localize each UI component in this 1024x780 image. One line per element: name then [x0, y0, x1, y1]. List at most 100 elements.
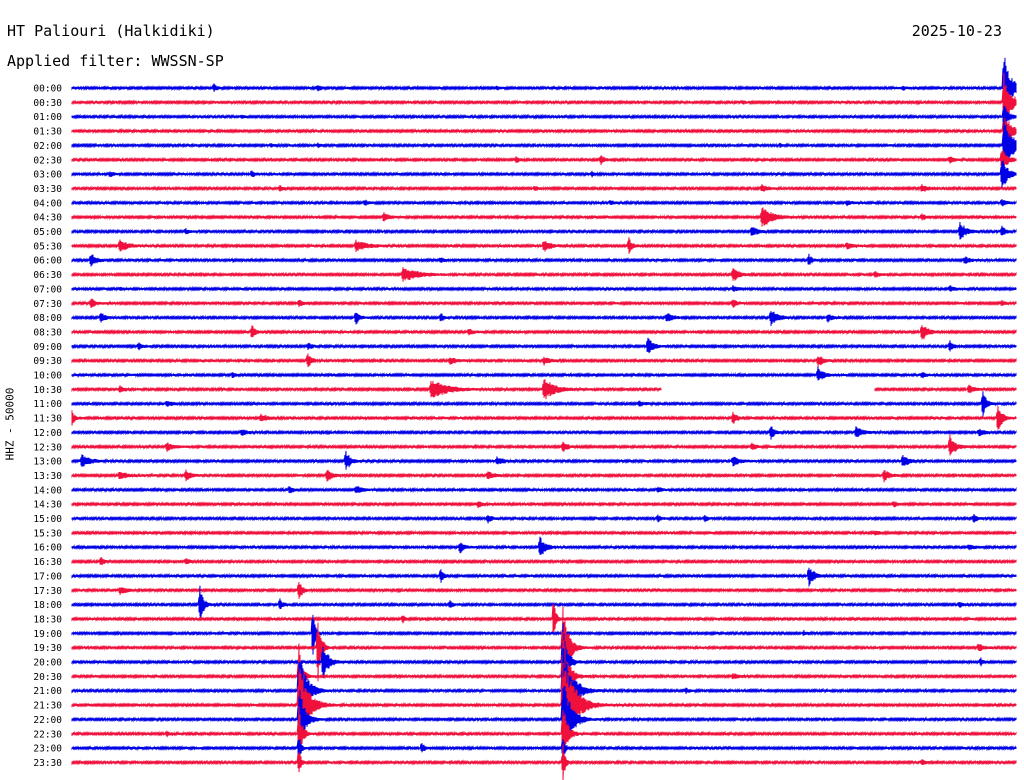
time-label: 22:00 [33, 715, 62, 726]
trace-line [71, 585, 1017, 619]
trace-line [71, 184, 1017, 192]
time-label: 02:30 [33, 155, 62, 166]
trace-line [71, 529, 1017, 536]
trace-line [71, 379, 1017, 400]
time-label: 10:30 [33, 385, 62, 396]
time-label: 12:00 [33, 428, 62, 439]
time-label: 07:00 [33, 284, 62, 295]
trace-line [71, 486, 1017, 494]
trace-line [71, 267, 1017, 282]
trace-line [71, 739, 1017, 762]
trace-line [71, 567, 1017, 587]
trace-line [71, 253, 1017, 267]
time-label: 04:30 [33, 213, 62, 224]
seismic-traces [71, 57, 1017, 780]
time-label: 17:00 [33, 571, 62, 582]
time-label: 22:30 [33, 729, 62, 740]
trace-line [71, 391, 1017, 418]
trace-line [71, 614, 1017, 655]
time-label: 09:00 [33, 342, 62, 353]
trace-line [71, 450, 1017, 470]
time-label: 20:30 [33, 672, 62, 683]
time-label: 02:00 [33, 141, 62, 152]
trace-line [71, 557, 1017, 566]
trace-line [71, 606, 1017, 687]
trace-line [71, 353, 1017, 368]
time-label: 19:00 [33, 629, 62, 640]
trace-line [71, 116, 1017, 150]
time-label: 08:00 [33, 313, 62, 324]
trace-line [71, 72, 1017, 130]
trace-line [71, 57, 1017, 115]
time-label: 01:00 [33, 112, 62, 123]
trace-line [71, 632, 1017, 718]
trace-line [71, 513, 1017, 524]
time-label: 18:30 [33, 614, 62, 625]
time-label: 03:30 [33, 184, 62, 195]
time-label: 11:30 [33, 414, 62, 425]
trace-line [71, 648, 1017, 736]
trace-line [71, 311, 1017, 326]
trace-line [71, 207, 1017, 227]
filter-label: Applied filter: WWSSN-SP [7, 52, 224, 70]
time-label: 10:00 [33, 371, 62, 382]
time-label: 06:30 [33, 270, 62, 281]
trace-line [71, 500, 1017, 509]
time-label: 16:00 [33, 543, 62, 554]
time-label: 14:30 [33, 500, 62, 511]
time-label: 23:30 [33, 758, 62, 769]
time-label: 04:00 [33, 198, 62, 209]
time-label: 21:30 [33, 701, 62, 712]
trace-line [71, 685, 1017, 762]
trace-line [71, 744, 1017, 780]
trace-line [71, 221, 1017, 240]
time-label: 21:00 [33, 686, 62, 697]
trace-line [71, 117, 1017, 173]
time-label: 15:30 [33, 528, 62, 539]
trace-line [71, 536, 1017, 556]
time-label: 16:30 [33, 557, 62, 568]
trace-line [71, 366, 1017, 381]
time-label: 00:00 [33, 84, 62, 95]
time-label: 00:30 [33, 98, 62, 109]
trace-line [71, 160, 1017, 190]
station-title: HT Paliouri (Halkidiki) [7, 22, 215, 40]
time-label: 05:00 [33, 227, 62, 238]
time-label: 15:00 [33, 514, 62, 525]
time-label: 17:30 [33, 586, 62, 597]
time-label: 07:30 [33, 299, 62, 310]
time-label: 13:00 [33, 457, 62, 468]
time-axis-labels: 00:00 00:30 01:00 01:30 02:00 02:30 03:00 03:30… [33, 84, 62, 769]
time-label: 08:30 [33, 327, 62, 338]
trace-line [71, 105, 1017, 131]
trace-line [71, 149, 1017, 172]
time-label: 01:30 [33, 127, 62, 138]
trace-line [71, 706, 1017, 756]
trace-line [71, 434, 1017, 456]
time-label: 13:30 [33, 471, 62, 482]
trace-line [71, 298, 1017, 309]
trace-line [71, 325, 1017, 340]
trace-line [71, 237, 1017, 254]
time-label: 20:00 [33, 658, 62, 669]
time-label: 19:30 [33, 643, 62, 654]
time-label: 03:00 [33, 170, 62, 181]
trace-line [71, 662, 1017, 751]
trace-line [71, 604, 1017, 633]
trace-line [71, 469, 1017, 483]
record-date: 2025-10-23 [911, 22, 1002, 40]
trace-line [71, 406, 1017, 430]
trace-line [71, 623, 1017, 705]
time-label: 23:00 [33, 744, 62, 755]
time-label: 09:30 [33, 356, 62, 367]
trace-line [71, 582, 1017, 599]
trace-line [71, 337, 1017, 354]
time-label: 06:00 [33, 256, 62, 267]
time-label: 14:00 [33, 485, 62, 496]
time-label: 12:30 [33, 442, 62, 453]
trace-line [71, 426, 1017, 440]
trace-line [71, 285, 1017, 293]
time-label: 11:00 [33, 399, 62, 410]
time-label: 05:30 [33, 241, 62, 252]
